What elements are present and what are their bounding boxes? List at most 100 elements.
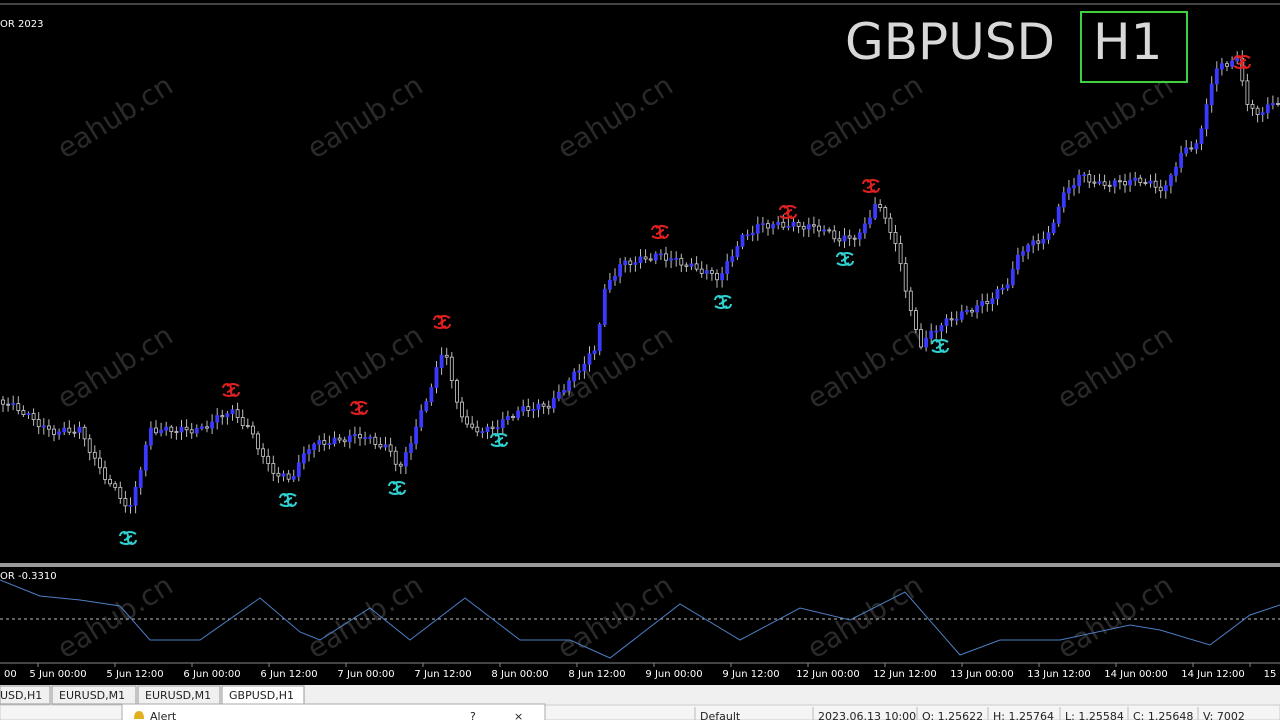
candle-body <box>41 425 46 428</box>
signal-icon-shape <box>222 383 240 397</box>
candle-body <box>664 253 668 261</box>
candle-body <box>832 230 837 240</box>
candle-body <box>52 428 56 435</box>
candle-body <box>1163 185 1168 192</box>
candle-body <box>92 451 97 459</box>
candle-body <box>199 426 204 429</box>
candle-body <box>669 258 673 261</box>
alert-help[interactable]: ? <box>470 710 476 720</box>
status-items: Default 2023.06.13 10:00 O: 1.25622 H: 1.25… <box>694 707 1245 720</box>
tab-label[interactable]: EURUSD,M1 <box>59 689 125 702</box>
candle-body <box>699 268 704 274</box>
candle-body <box>883 207 888 219</box>
candle-body <box>454 380 459 403</box>
candle-body <box>674 257 679 260</box>
signal-icons <box>119 55 1251 545</box>
candle-body <box>98 457 102 469</box>
candle-body <box>704 270 709 274</box>
candle-body <box>878 204 883 208</box>
signal-icon-shape <box>931 339 949 353</box>
candle-body <box>495 427 500 430</box>
candle-body <box>572 371 577 382</box>
candle-body <box>347 435 352 443</box>
candle-body <box>980 300 985 307</box>
alert-title: Alert <box>150 710 177 720</box>
candle-body <box>761 223 765 226</box>
candle-body <box>1265 104 1270 114</box>
signal-icon <box>651 225 669 239</box>
candle-body <box>755 224 760 234</box>
candle-body <box>1214 68 1219 85</box>
candle-body <box>730 256 735 263</box>
alert-close[interactable]: × <box>514 710 523 720</box>
signal-icon <box>779 205 797 219</box>
candle-body <box>1051 222 1056 234</box>
candle-body <box>1271 103 1275 106</box>
candle-body <box>485 426 490 433</box>
time-label: 5 Jun 00:00 <box>29 669 86 680</box>
candle-body <box>291 476 296 480</box>
candle-body <box>414 426 419 444</box>
tab-label[interactable]: EURUSD,M1 <box>145 689 211 702</box>
time-label: 8 Jun 00:00 <box>491 669 548 680</box>
time-label: 6 Jun 00:00 <box>183 669 240 680</box>
candle-body <box>383 444 388 448</box>
candle-body <box>1031 240 1036 246</box>
candle-body <box>169 426 174 432</box>
candle-body <box>582 363 587 372</box>
price-candles <box>1 50 1280 514</box>
candle-body <box>128 504 133 507</box>
signal-icon-shape <box>119 531 137 545</box>
candle-body <box>1118 180 1122 183</box>
candle-body <box>944 318 949 326</box>
candle-body <box>332 437 337 444</box>
candle-body <box>1153 180 1158 188</box>
candle-body <box>286 473 291 480</box>
candle-body <box>240 417 245 426</box>
candle-body <box>317 440 322 445</box>
candle-body <box>781 221 786 228</box>
candle-body <box>608 279 612 290</box>
tab-label[interactable]: GBPUSD,H1 <box>229 689 294 702</box>
candle-body <box>179 426 184 433</box>
tab-label[interactable]: USD,H1 <box>0 689 42 702</box>
candle-body <box>827 229 832 232</box>
candle-body <box>710 270 714 274</box>
candle-body <box>327 443 332 445</box>
candle-body <box>11 403 16 406</box>
candle-body <box>812 224 816 227</box>
candle-body <box>873 204 877 219</box>
candle-body <box>919 329 923 348</box>
candle-body <box>587 353 592 365</box>
candle-body <box>245 425 250 427</box>
candle-body <box>689 263 694 267</box>
candle-body <box>597 324 602 352</box>
candle-body <box>1209 83 1214 106</box>
candle-body <box>546 405 551 409</box>
time-label: 8 Jun 12:00 <box>568 669 625 680</box>
candle-body <box>908 290 913 311</box>
candle-body <box>225 413 230 418</box>
candle-body <box>725 261 730 274</box>
candle-body <box>57 431 61 435</box>
signal-icon-shape <box>862 179 880 193</box>
candle-body <box>373 436 378 445</box>
candle-body <box>863 223 867 234</box>
candle-body <box>954 318 959 321</box>
candle-body <box>577 370 582 373</box>
candle-body <box>959 311 964 320</box>
tab[interactable] <box>0 685 51 705</box>
candle-body <box>541 403 546 407</box>
candle-body <box>837 238 842 242</box>
tab[interactable] <box>51 685 137 705</box>
candle-body <box>424 401 429 412</box>
candle-body <box>1061 192 1066 208</box>
alert-window <box>121 703 546 720</box>
candle-body <box>1041 238 1046 244</box>
candle-body <box>536 403 541 410</box>
candle-body <box>965 310 969 313</box>
signal-icon-shape <box>836 252 854 266</box>
candle-body <box>1097 181 1102 184</box>
candle-body <box>847 235 852 239</box>
